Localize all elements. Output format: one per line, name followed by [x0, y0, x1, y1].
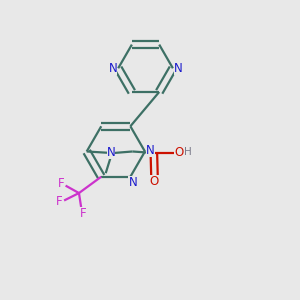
Text: N: N	[146, 143, 155, 157]
Text: F: F	[58, 177, 65, 190]
Text: N: N	[109, 62, 117, 75]
Text: H: H	[184, 147, 192, 157]
Text: O: O	[174, 146, 184, 159]
Text: O: O	[150, 175, 159, 188]
Text: F: F	[56, 196, 62, 208]
Text: F: F	[80, 207, 86, 220]
Text: N: N	[174, 62, 183, 75]
Text: N: N	[107, 146, 116, 160]
Text: N: N	[128, 176, 137, 189]
